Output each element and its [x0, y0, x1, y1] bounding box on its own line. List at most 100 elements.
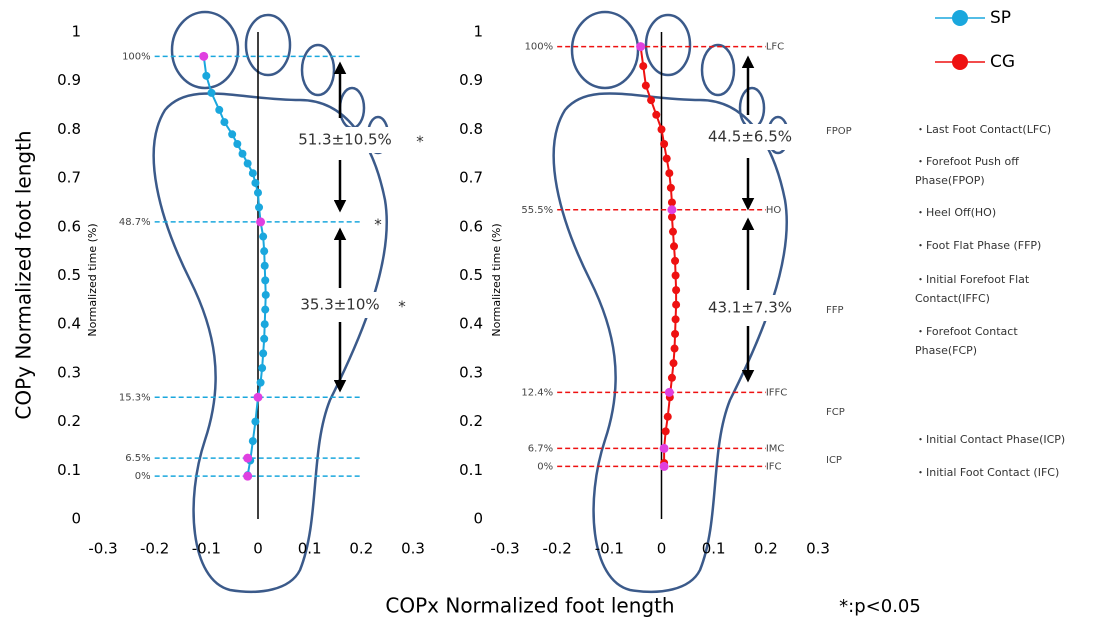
phase-label: FCP — [826, 407, 845, 418]
x-tick-label: -0.3 — [490, 540, 519, 558]
definition: ・Forefoot Contact — [915, 325, 1018, 338]
event-point — [664, 387, 674, 397]
definition: ・Initial Contact Phase(ICP) — [915, 433, 1065, 446]
plots: 0 0.1 0.2 0.3 0.4 0.5 0.6 0.7 0.8 0.9 1 -0.3 -0.2 -0.… — [57, 23, 830, 558]
annotation: 43.1±7.3% — [708, 299, 792, 317]
footnote: *:p<0.05 — [839, 596, 921, 617]
point — [251, 178, 260, 187]
y-tick-label: 0.3 — [459, 363, 483, 381]
y-tick-label: 0.6 — [459, 217, 483, 235]
point — [639, 62, 648, 71]
point — [672, 286, 681, 295]
legend-marker — [952, 10, 968, 26]
y-tick-label: 0.2 — [459, 412, 483, 430]
arrows — [290, 55, 800, 393]
y-tick-label: 0.5 — [459, 266, 483, 284]
x-tick-label: -0.1 — [192, 540, 221, 558]
event-name: LFC — [766, 42, 784, 53]
event-label: 15.3% — [119, 392, 151, 403]
y-tick-label: 0.3 — [57, 363, 81, 381]
event-point — [256, 217, 266, 227]
definition: Contact(IFFC) — [915, 292, 990, 305]
x-axis-title: COPx Normalized foot length — [385, 594, 674, 618]
y-axis-subtitle: Normalized time (%) — [490, 223, 503, 336]
event-point — [659, 461, 669, 471]
x-tick-label: -0.1 — [595, 540, 624, 558]
legend-label: SP — [990, 8, 1011, 28]
event-point — [636, 42, 646, 52]
annotation: * — [374, 216, 382, 234]
point — [657, 125, 666, 134]
event-label: 55.5% — [521, 205, 553, 216]
point — [665, 169, 674, 178]
series-line — [639, 46, 678, 463]
y-tick-label: 0.8 — [459, 120, 483, 138]
legend-marker — [952, 54, 968, 70]
y-tick-label: 0.1 — [459, 461, 483, 479]
definitions: ・Last Foot Contact(LFC) ・Forefoot Push of… — [915, 123, 1065, 479]
y-tick-label: 0.9 — [459, 71, 483, 89]
event-name: IFC — [766, 461, 782, 472]
y-tick-label: 0.1 — [57, 461, 81, 479]
y-tick-label: 0.8 — [57, 120, 81, 138]
point — [641, 81, 650, 90]
point — [670, 344, 679, 353]
point — [255, 203, 264, 212]
x-tick-label: 0.3 — [401, 540, 425, 558]
definition: Phase(FPOP) — [915, 174, 985, 187]
definition: Phase(FCP) — [915, 344, 977, 357]
point — [220, 118, 229, 127]
event-label: 0% — [537, 461, 553, 472]
point — [671, 315, 680, 324]
point — [260, 320, 269, 329]
point — [251, 417, 260, 426]
y-tick-label: 0.7 — [459, 169, 483, 187]
annotation: * — [398, 298, 406, 316]
event-label: 100% — [525, 42, 554, 53]
point — [248, 437, 257, 446]
y-tick-label: 0.4 — [459, 315, 483, 333]
y-tick-label: 0.7 — [57, 169, 81, 187]
phase-label: ICP — [826, 455, 842, 466]
point — [660, 140, 669, 149]
event-label: 100% — [122, 51, 151, 62]
phase-label: FPOP — [826, 126, 852, 137]
point — [258, 364, 267, 373]
y-tick-label: 0 — [71, 510, 81, 528]
point — [259, 349, 268, 358]
annotation: 51.3±10.5% — [298, 131, 392, 149]
event-point — [243, 453, 253, 463]
point — [667, 213, 676, 222]
point — [238, 149, 247, 158]
x-tick-label: 0.3 — [806, 540, 830, 558]
point — [260, 334, 269, 343]
point — [248, 169, 257, 178]
x-tick-label: 0 — [657, 540, 667, 558]
point — [671, 271, 680, 280]
point — [260, 261, 269, 270]
x-tick-label: 0.2 — [754, 540, 778, 558]
point — [233, 140, 242, 149]
annotation: 35.3±10% — [300, 296, 379, 314]
point — [667, 373, 676, 382]
definition: ・Foot Flat Phase (FFP) — [915, 239, 1041, 252]
annotation: * — [416, 133, 424, 151]
y-tick-label: 0.6 — [57, 217, 81, 235]
point — [215, 105, 224, 114]
event-name: IMC — [766, 443, 785, 454]
y-tick-label: 1 — [473, 23, 483, 41]
event-label: 0% — [135, 471, 151, 482]
definition: ・Heel Off(HO) — [915, 206, 996, 219]
y-tick-label: 0.5 — [57, 266, 81, 284]
x-tick-label: 0.1 — [298, 540, 322, 558]
point — [259, 232, 268, 241]
panel: 0 0.1 0.2 0.3 0.4 0.5 0.6 0.7 0.8 0.9 1 -0.3 -0.2 -0.… — [459, 23, 830, 558]
point — [666, 183, 675, 192]
y-tick-label: 0.4 — [57, 315, 81, 333]
x-tick-label: 0.1 — [702, 540, 726, 558]
legend-label: CG — [990, 52, 1015, 72]
point — [671, 329, 680, 338]
y-axis-subtitle: Normalized time (%) — [86, 223, 99, 336]
x-tick-label: -0.2 — [140, 540, 169, 558]
event-name: IFFC — [766, 387, 787, 398]
